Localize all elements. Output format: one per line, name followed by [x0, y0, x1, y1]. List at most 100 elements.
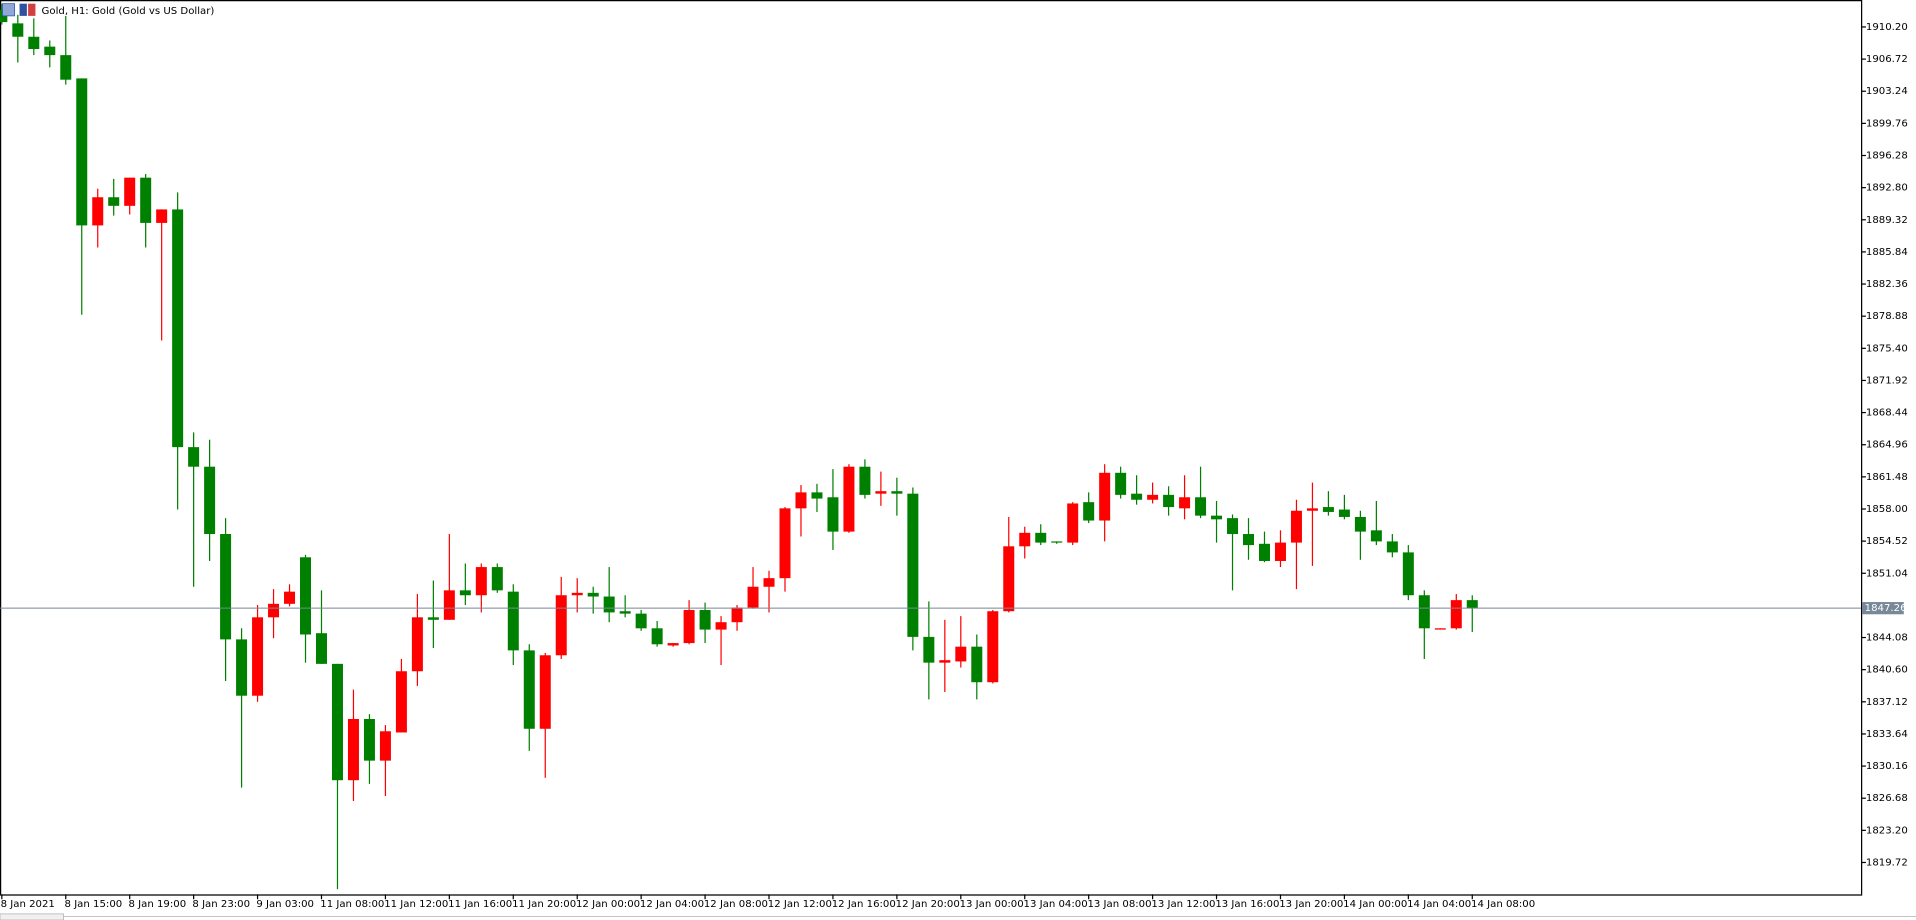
candle-body	[188, 447, 200, 467]
x-tick-label: 12 Jan 12:00	[768, 899, 832, 910]
candle-body	[603, 596, 615, 613]
y-tick-label: 1889.32	[1866, 215, 1908, 226]
candle-body	[220, 534, 232, 640]
candle-body	[667, 643, 679, 646]
y-tick-label: 1885.84	[1866, 247, 1908, 258]
candle-body	[987, 611, 999, 683]
candle-body	[539, 655, 551, 729]
candle-body	[284, 591, 296, 604]
candle-body	[1227, 518, 1239, 535]
candle-body	[1418, 595, 1430, 629]
candle-body	[315, 633, 327, 664]
candle-body	[811, 492, 823, 499]
candle-body	[795, 492, 807, 509]
candle-body	[60, 55, 72, 80]
y-tick-label: 1858.00	[1866, 504, 1908, 515]
x-tick-label: 12 Jan 00:00	[576, 899, 640, 910]
y-tick-label: 1864.96	[1866, 440, 1908, 451]
plot-area	[0, 3, 1478, 890]
candle-body	[1290, 510, 1302, 543]
candle-body	[427, 617, 439, 620]
candle-body	[140, 177, 152, 223]
candle-body	[268, 603, 280, 618]
x-tick-label: 8 Jan 15:00	[65, 899, 123, 910]
candle-body	[1211, 515, 1223, 520]
candle-body	[411, 617, 423, 672]
y-tick-label: 1833.64	[1866, 729, 1908, 740]
y-tick-label: 1899.76	[1866, 118, 1908, 129]
candle-body	[779, 508, 791, 579]
candle-body	[1099, 472, 1111, 521]
candle-body	[1147, 494, 1159, 500]
candle-body	[939, 660, 951, 663]
candle-body	[252, 617, 264, 696]
y-tick-label: 1823.20	[1866, 825, 1908, 836]
candle-body	[124, 177, 136, 206]
candle-body	[1370, 530, 1382, 542]
candle-body	[1163, 494, 1175, 508]
x-tick-label: 14 Jan 00:00	[1343, 899, 1407, 910]
chart-title: Gold, H1: Gold (Gold vs US Dollar)	[42, 6, 215, 17]
candle-body	[1258, 543, 1270, 561]
candle-body	[491, 567, 503, 591]
candle-body	[715, 622, 727, 630]
candle-body	[44, 46, 56, 56]
x-tick-label: 11 Jan 20:00	[512, 899, 576, 910]
x-tick-label: 12 Jan 16:00	[832, 899, 896, 910]
candle-body	[1019, 532, 1031, 547]
candle-body	[204, 466, 216, 535]
y-tick-label: 1868.44	[1866, 408, 1908, 419]
candle-body	[236, 639, 248, 696]
x-tick-label: 13 Jan 20:00	[1279, 899, 1343, 910]
y-tick-label: 1910.20	[1866, 22, 1908, 33]
y-tick-label: 1837.12	[1866, 697, 1908, 708]
candle-body	[1067, 503, 1079, 543]
tab[interactable]	[0, 913, 64, 920]
candle-body	[1083, 502, 1095, 521]
current-price-label: 1847.26	[1865, 603, 1907, 614]
x-tick-label: 8 Jan 2021	[1, 899, 55, 910]
icon[interactable]	[19, 3, 27, 16]
y-tick-label: 1903.24	[1866, 86, 1908, 97]
candle-body	[843, 466, 855, 532]
candle-body	[347, 718, 359, 781]
y-tick-label: 1906.72	[1866, 54, 1908, 65]
candle-body	[379, 731, 391, 761]
candle-body	[1003, 546, 1015, 612]
candle-body	[1306, 508, 1318, 511]
y-tick-label: 1871.92	[1866, 375, 1908, 386]
candle-body	[683, 610, 695, 644]
icon[interactable]	[2, 3, 16, 17]
candle-body	[443, 590, 455, 620]
candle-body	[507, 591, 519, 651]
candle-body	[1035, 532, 1047, 543]
candle-body	[955, 646, 967, 662]
y-tick-label: 1878.88	[1866, 311, 1908, 322]
candle-body	[923, 636, 935, 663]
candle-body	[571, 592, 583, 596]
x-tick-label: 13 Jan 12:00	[1151, 899, 1215, 910]
y-tick-label: 1875.40	[1866, 343, 1908, 354]
x-tick-label: 11 Jan 12:00	[384, 899, 448, 910]
candle-body	[1338, 509, 1350, 517]
y-tick-label: 1840.60	[1866, 665, 1908, 676]
x-tick-label: 11 Jan 08:00	[320, 899, 384, 910]
candle-body	[395, 671, 407, 733]
candle-body	[76, 78, 88, 226]
candle-body	[1322, 507, 1334, 512]
candle-body	[459, 590, 471, 596]
x-tick-label: 8 Jan 19:00	[128, 899, 186, 910]
y-tick-label: 1896.28	[1866, 151, 1908, 162]
candle-body	[475, 567, 487, 596]
candle-body	[651, 628, 663, 645]
candle-body	[1051, 541, 1063, 543]
icon[interactable]	[28, 3, 36, 16]
candle-body	[619, 611, 631, 614]
candle-body	[763, 578, 775, 587]
candle-body	[971, 646, 983, 683]
candle-body	[156, 209, 168, 223]
x-tick-label: 11 Jan 16:00	[448, 899, 512, 910]
candle-body	[1115, 472, 1127, 495]
candle-body	[331, 663, 343, 781]
